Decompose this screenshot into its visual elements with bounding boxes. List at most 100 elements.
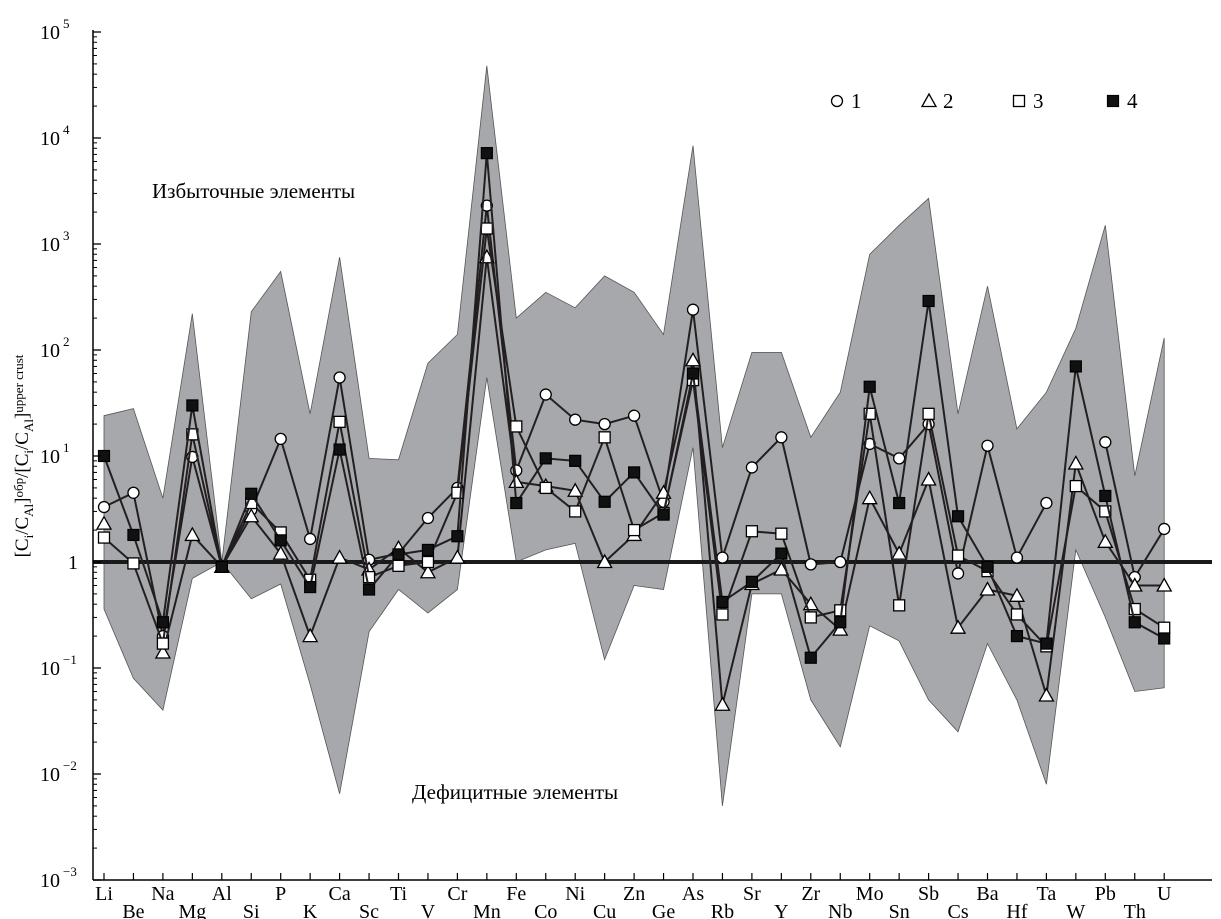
series-4-point-mo (863, 380, 876, 393)
series-2-point-nb (832, 621, 849, 636)
series-4-point-w (1069, 360, 1082, 373)
series-2-point-ta (1038, 687, 1055, 702)
series-3-point-ti (392, 559, 405, 572)
y-axis-title-part-2: /C (12, 517, 33, 535)
x-tick-label-w: W (1066, 901, 1085, 919)
x-tick-label-mg: Mg (178, 901, 206, 919)
series-3-point-fe (510, 420, 523, 433)
x-tick-label-zr: Zr (801, 883, 820, 905)
annotation-deficit: Дефицитные элементы (412, 780, 618, 804)
series-2-point-as (684, 351, 702, 367)
series-2-point-cs (949, 619, 967, 634)
series-3-point-w (1069, 479, 1082, 493)
series-4-point-co (539, 452, 552, 465)
series-4-point-ca (333, 443, 346, 456)
series-4-point-al (215, 560, 228, 573)
series-2-point-na (154, 644, 172, 659)
y-tick-label-10000: 10 (40, 128, 60, 150)
series-2-point-k (302, 627, 319, 643)
y-tick-label-1000: 10 (40, 234, 60, 256)
y-axis-title-part-1: i (21, 534, 36, 538)
y-axis-title-part-8: /C (12, 432, 33, 450)
annotation-excess: Избыточные элементы (152, 179, 355, 203)
x-tick-label-nb: Nb (828, 901, 852, 919)
x-tick-label-cu: Cu (593, 901, 616, 919)
series-3-point-cs (951, 549, 965, 562)
series-4-point-be (127, 528, 140, 542)
series-3-point-sr (745, 525, 759, 538)
y-axis-title-part-11: upper crust (11, 354, 26, 413)
x-tick-label-ta: Ta (1037, 883, 1057, 905)
series-1-point-sr (745, 461, 759, 474)
series-4-point-rb (716, 595, 729, 609)
series-1-point-mn (480, 199, 494, 212)
series-3-point-co (539, 481, 552, 495)
series-3-point-be (127, 557, 140, 570)
series-2-point-si (243, 507, 260, 523)
y-tick-exponent-10000: 4 (63, 122, 70, 137)
legend-label-3: 3 (1033, 89, 1044, 113)
series-3-point-sc (362, 570, 376, 584)
x-tick-label-v: V (421, 901, 436, 919)
series-2-point-ni (567, 482, 584, 497)
series-3-point-cu (598, 431, 611, 444)
series-3-point-ca (333, 415, 346, 428)
series-4-point-cr (451, 530, 464, 543)
series-4-point-ni (569, 454, 582, 467)
series-3-point-zr (804, 611, 817, 624)
series-1-point-ba (981, 439, 994, 452)
series-4-point-zn (627, 466, 641, 479)
series-1-point-k (303, 532, 317, 546)
legend-marker-2 (920, 92, 938, 108)
series-2-point-pb (1097, 533, 1114, 548)
range-band (103, 65, 1165, 806)
y-axis-title-part-0: [C (12, 538, 33, 557)
legend-label-2: 2 (943, 89, 954, 113)
series-1-point-p (274, 432, 287, 446)
y-axis-title-part-10: ] (12, 413, 33, 419)
series-3-point-sn (893, 599, 906, 612)
series-2-point-ca (331, 549, 348, 564)
x-tick-label-zn: Zn (623, 883, 645, 905)
series-2-point-v (419, 563, 437, 579)
x-tick-label-fe: Fe (506, 883, 526, 905)
y-tick-exponent-100000: 5 (63, 16, 70, 31)
series-2-point-sn (891, 545, 908, 560)
y-axis-title: [Ci/CAl]обр/[Ci/CAl]upper crust (11, 354, 36, 557)
x-tick-label-ba: Ba (976, 883, 998, 905)
series-1-point-as (686, 303, 700, 316)
series-3-point-sb (922, 407, 935, 420)
series-4-point-th (1128, 616, 1141, 629)
x-tick-label-mo: Mo (856, 883, 884, 905)
series-2-point-mo (861, 489, 878, 505)
x-tick-label-th: Th (1124, 901, 1146, 919)
x-tick-label-p: P (275, 883, 286, 905)
legend-marker-3 (1012, 94, 1026, 108)
chart-text: Избыточные элементы Дефицитные элементы (152, 179, 618, 804)
legend-label-1: 1 (851, 89, 862, 113)
series-4-point-sb (922, 294, 935, 308)
y-tick-label-0-001: 10 (40, 870, 60, 892)
y-axis-title-part-3: Al (21, 503, 36, 516)
series-3-point-cr (451, 486, 464, 499)
series-2-point-ba (979, 581, 996, 596)
series-2-point-mg (184, 526, 201, 542)
x-tick-label-si: Si (243, 901, 260, 919)
series-3-point-li (97, 531, 111, 544)
series-1-point-zr (804, 558, 817, 571)
series-4-point-cs (951, 510, 965, 523)
y-axis-title-part-9: Al (21, 419, 36, 432)
series-1-point-hf (1010, 551, 1024, 564)
x-tick-label-cr: Cr (447, 883, 467, 905)
y-axis-label: [Ci/CAl]обр/[Ci/CAl]upper crust (11, 354, 36, 557)
series-2-point-li (95, 515, 113, 530)
legend: 1 2 3 4 (830, 89, 1138, 113)
x-tick-label-sb: Sb (918, 883, 939, 905)
series-2-point-w (1067, 455, 1084, 470)
y-tick-label-0-01: 10 (40, 764, 60, 786)
x-tick-label-cs: Cs (947, 901, 968, 919)
series-1-point-v (421, 511, 435, 525)
series-4-point-ge (657, 508, 670, 521)
y-tick-label-0-1: 10 (40, 658, 60, 680)
